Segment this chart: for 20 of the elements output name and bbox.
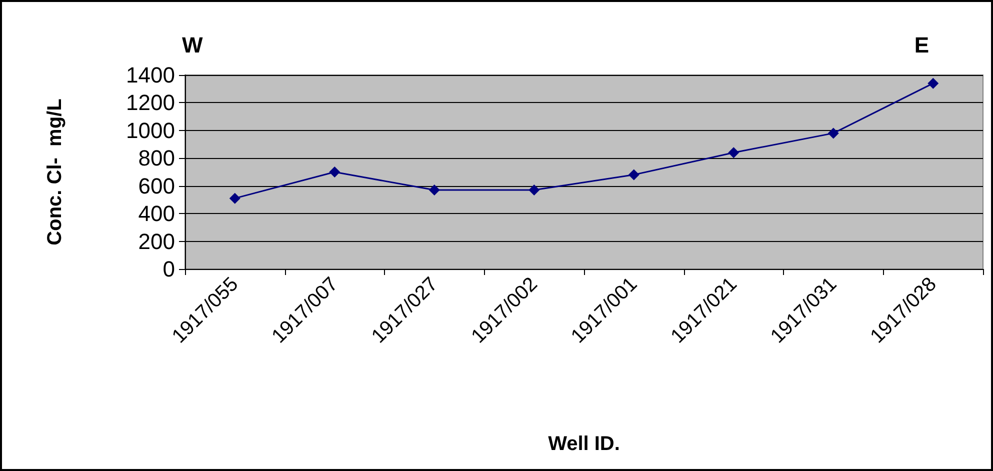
point [728, 147, 740, 158]
y-tick-label: 600 [138, 173, 175, 198]
text: E [914, 32, 930, 58]
y-tick-label: 400 [138, 201, 175, 226]
point [928, 78, 939, 89]
y-tick-label: 1200 [126, 90, 175, 116]
point [528, 184, 540, 196]
point [329, 166, 340, 178]
point [828, 128, 839, 139]
y-tick-label: 200 [138, 228, 175, 254]
y-tick-label: 1000 [126, 118, 175, 143]
point [428, 184, 440, 196]
y-tick-label: 1400 [126, 62, 175, 88]
y-axis-title: Conc. Cl- mg/L [44, 98, 66, 246]
y-tick-label: 800 [138, 146, 175, 171]
text: W [182, 32, 203, 58]
x-axis-title: Well ID. [548, 433, 620, 455]
point [628, 169, 640, 180]
y-tick-label: 0 [162, 256, 175, 282]
point [229, 192, 240, 204]
